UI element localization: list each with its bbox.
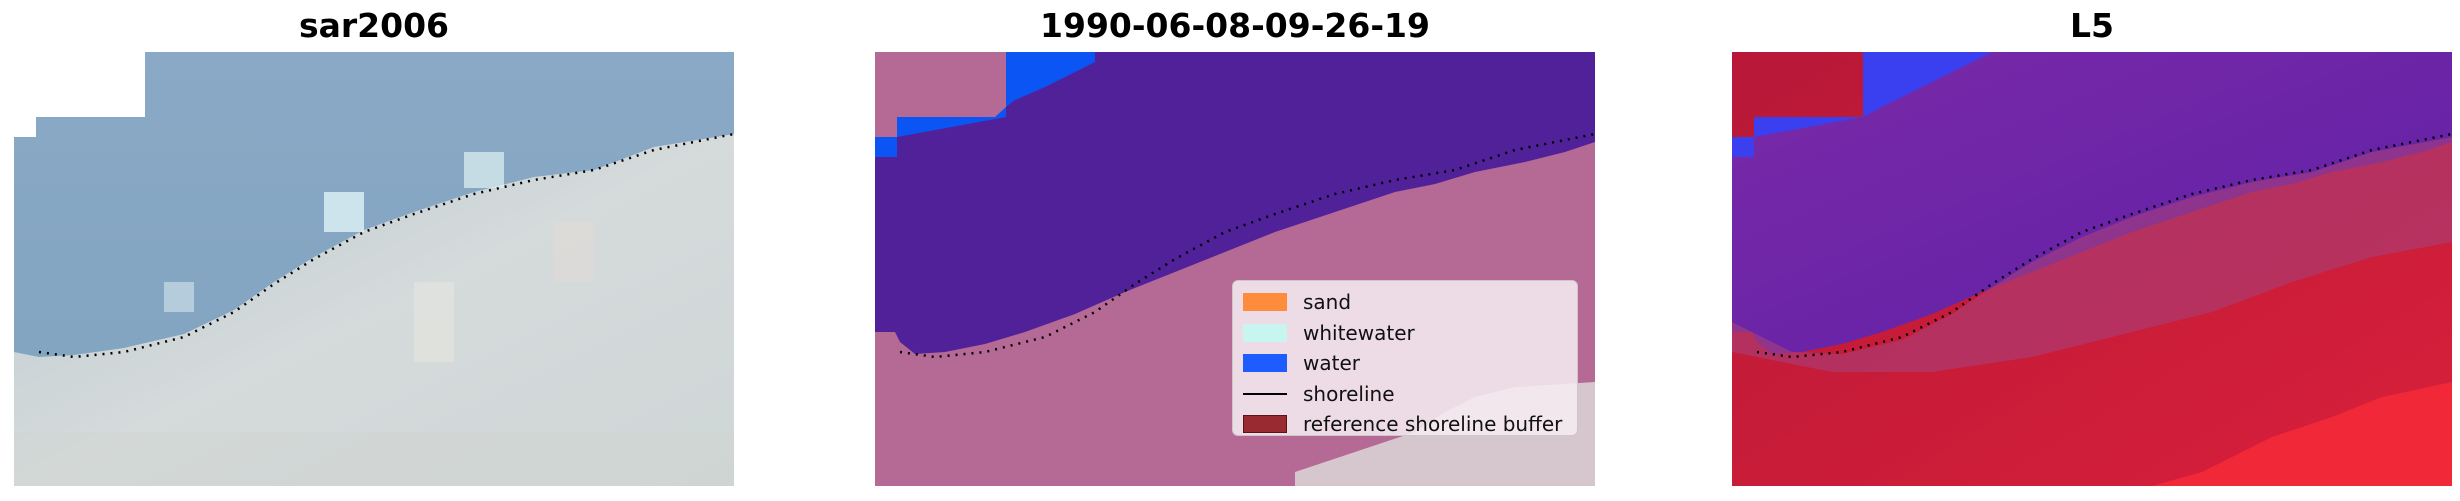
legend-label: reference shoreline buffer — [1303, 412, 1563, 437]
legend-label: water — [1303, 351, 1360, 376]
rgb-satellite-image — [14, 52, 734, 486]
water-swatch — [1243, 354, 1287, 373]
legend-item-sand: sand — [1243, 287, 1567, 318]
legend-item-shoreline: shoreline — [1243, 379, 1567, 410]
shoreline-line-swatch — [1243, 392, 1287, 395]
panel-sar2006: sar2006 — [14, 0, 734, 501]
panel-title: L5 — [2070, 6, 2114, 45]
whitewater-swatch — [1243, 323, 1287, 342]
panel-title: sar2006 — [298, 6, 450, 45]
legend-label: whitewater — [1303, 320, 1415, 345]
legend: sand whitewater water shoreline referenc… — [1232, 280, 1578, 436]
panel-l5: L5 — [1732, 0, 2452, 501]
legend-item-water: water — [1243, 348, 1567, 379]
reference-buffer-swatch — [1243, 415, 1287, 434]
false-color-satellite-image — [1732, 52, 2452, 486]
legend-label: shoreline — [1303, 381, 1395, 406]
sand-swatch — [1243, 293, 1287, 312]
legend-label: sand — [1303, 290, 1352, 315]
legend-item-whitewater: whitewater — [1243, 318, 1567, 349]
legend-item-reference-shoreline-buffer: reference shoreline buffer — [1243, 409, 1567, 440]
panel-title: 1990-06-08-09-26-19 — [1040, 6, 1430, 45]
